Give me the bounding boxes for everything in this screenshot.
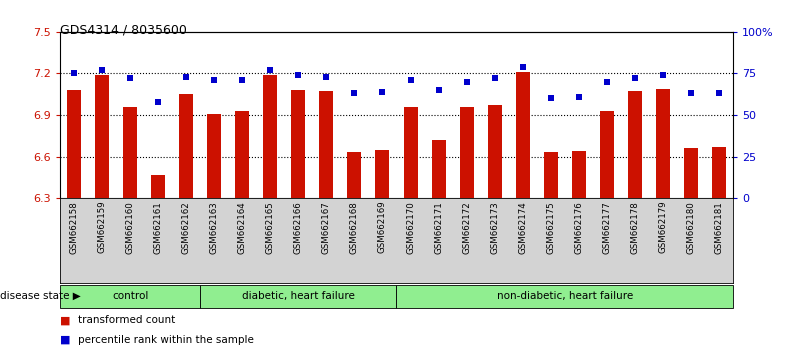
Bar (712, 147, 726, 198)
Point (572, 94, 585, 99)
Text: GSM662159: GSM662159 (98, 201, 107, 253)
Bar (200, 285, 396, 308)
Point (517, 64, 529, 70)
Point (488, 76, 501, 81)
Point (628, 76, 641, 81)
Bar (123, 107, 137, 198)
Text: disease state ▶: disease state ▶ (0, 291, 81, 301)
Text: GDS4314 / 8035600: GDS4314 / 8035600 (60, 23, 187, 36)
Point (348, 91, 360, 96)
Bar (95, 75, 109, 198)
Bar (376, 150, 389, 198)
Point (601, 79, 614, 85)
Text: transformed count: transformed count (78, 315, 175, 325)
Text: GSM662167: GSM662167 (322, 201, 331, 253)
Bar (348, 153, 361, 198)
Bar (235, 111, 249, 198)
Text: GSM662169: GSM662169 (378, 201, 387, 253)
Text: GSM662163: GSM662163 (210, 201, 219, 253)
Text: GSM662165: GSM662165 (266, 201, 275, 253)
Bar (396, 285, 733, 308)
Bar (656, 89, 670, 198)
Point (376, 89, 389, 95)
Bar (572, 151, 586, 198)
Bar (320, 91, 333, 198)
Bar (67, 90, 81, 198)
Bar (488, 105, 501, 198)
Text: ■: ■ (60, 335, 70, 345)
Text: non-diabetic, heart failure: non-diabetic, heart failure (497, 291, 633, 301)
Point (96, 67, 109, 73)
Bar (684, 148, 698, 198)
Text: GSM662166: GSM662166 (294, 201, 303, 253)
Text: GSM662168: GSM662168 (350, 201, 359, 253)
Bar (600, 111, 614, 198)
Text: GSM662160: GSM662160 (126, 201, 135, 253)
Bar (544, 153, 557, 198)
Point (684, 91, 697, 96)
Point (460, 79, 473, 85)
Text: percentile rank within the sample: percentile rank within the sample (78, 335, 254, 345)
Point (67, 71, 80, 76)
Text: GSM662172: GSM662172 (462, 201, 471, 253)
Bar (628, 91, 642, 198)
Point (123, 76, 136, 81)
Point (320, 74, 333, 80)
Text: GSM662176: GSM662176 (574, 201, 583, 253)
Text: GSM662175: GSM662175 (546, 201, 555, 253)
Text: GSM662179: GSM662179 (658, 201, 667, 253)
Text: GSM662162: GSM662162 (182, 201, 191, 253)
Point (545, 96, 557, 101)
Text: GSM662174: GSM662174 (518, 201, 527, 253)
Point (235, 77, 248, 83)
Text: GSM662177: GSM662177 (602, 201, 611, 253)
Text: GSM662178: GSM662178 (630, 201, 639, 253)
Point (179, 74, 193, 80)
Bar (60, 285, 200, 308)
Text: GSM662173: GSM662173 (490, 201, 499, 253)
Bar (264, 75, 277, 198)
Text: GSM662161: GSM662161 (154, 201, 163, 253)
Bar (404, 107, 417, 198)
Text: GSM662171: GSM662171 (434, 201, 443, 253)
Text: GSM662180: GSM662180 (686, 201, 695, 253)
Text: GSM662158: GSM662158 (70, 201, 78, 253)
Text: ■: ■ (60, 315, 70, 325)
Text: GSM662170: GSM662170 (406, 201, 415, 253)
Point (208, 77, 221, 83)
Bar (432, 140, 445, 198)
Bar (151, 175, 165, 198)
Point (151, 99, 165, 104)
Bar (516, 72, 529, 198)
Bar (460, 107, 473, 198)
Text: GSM662181: GSM662181 (714, 201, 723, 253)
Point (657, 72, 670, 78)
Point (433, 87, 445, 93)
Text: control: control (112, 291, 148, 301)
Bar (179, 94, 193, 198)
Point (713, 91, 726, 96)
Bar (207, 114, 221, 198)
Point (292, 72, 304, 78)
Text: diabetic, heart failure: diabetic, heart failure (242, 291, 355, 301)
Point (264, 67, 277, 73)
Text: GSM662164: GSM662164 (238, 201, 247, 253)
Bar (292, 90, 305, 198)
Point (405, 77, 417, 83)
